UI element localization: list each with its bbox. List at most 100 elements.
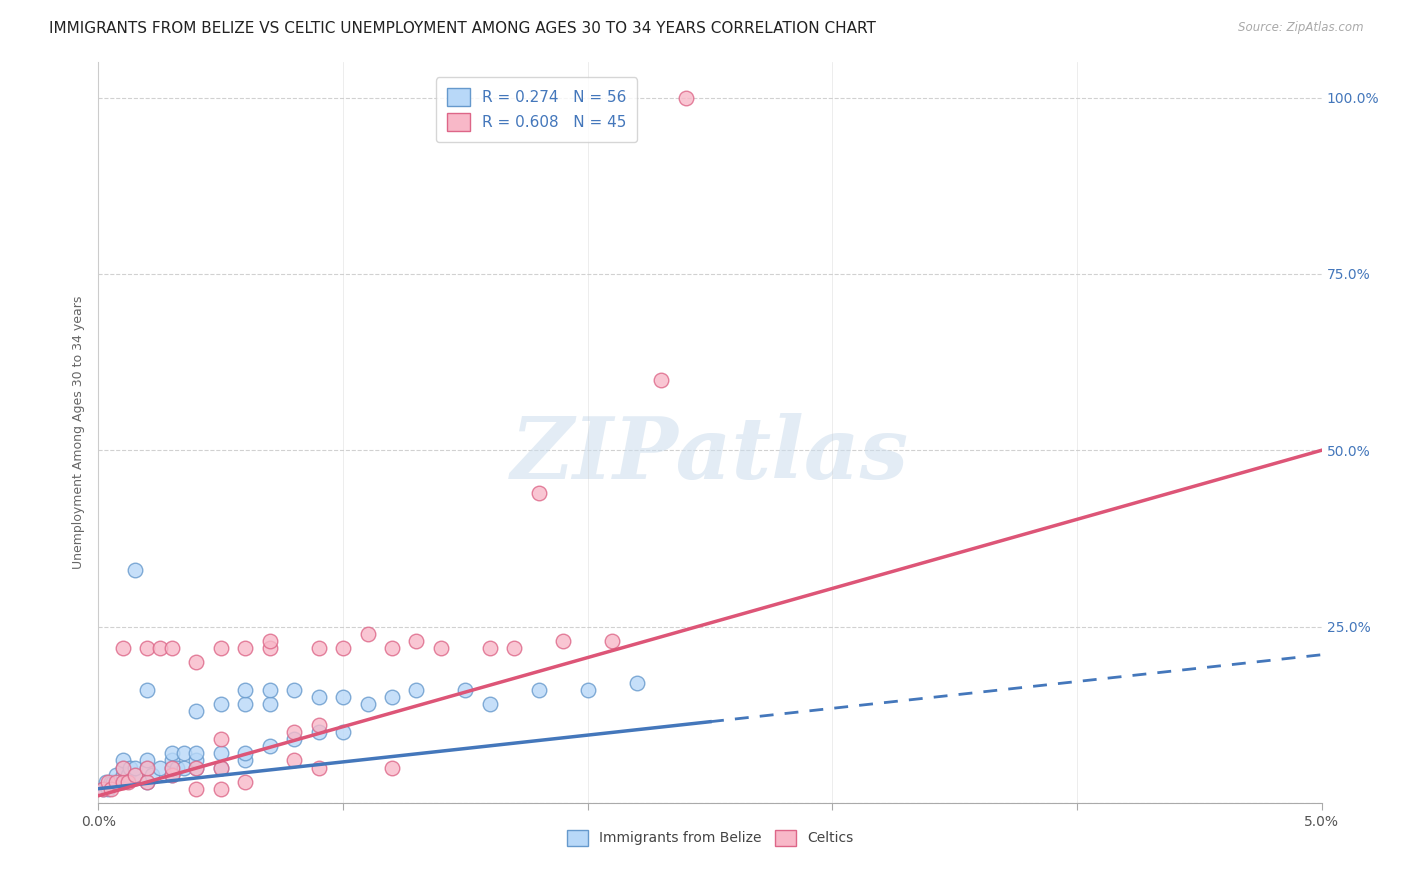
- Point: [91, 781, 114, 796]
- Text: ZIPatlas: ZIPatlas: [510, 413, 910, 497]
- Point: [149, 760, 172, 774]
- Point: [308, 640, 330, 655]
- Point: [233, 774, 256, 789]
- Point: [136, 774, 159, 789]
- Point: [259, 739, 281, 754]
- Point: [233, 640, 256, 655]
- Point: [233, 697, 256, 711]
- Point: [91, 781, 114, 796]
- Point: [209, 640, 232, 655]
- Point: [675, 91, 697, 105]
- Point: [136, 640, 159, 655]
- Point: [186, 754, 208, 768]
- Point: [527, 683, 550, 698]
- Point: [124, 760, 146, 774]
- Point: [576, 683, 599, 698]
- Point: [209, 781, 232, 796]
- Point: [186, 747, 208, 761]
- Point: [136, 760, 159, 774]
- Point: [356, 626, 378, 640]
- Point: [111, 774, 134, 789]
- Point: [111, 640, 134, 655]
- Point: [430, 640, 453, 655]
- Point: [259, 697, 281, 711]
- Point: [283, 725, 305, 739]
- Point: [283, 683, 305, 698]
- Point: [478, 697, 501, 711]
- Point: [136, 760, 159, 774]
- Point: [209, 760, 232, 774]
- Point: [308, 718, 330, 732]
- Point: [283, 754, 305, 768]
- Point: [259, 633, 281, 648]
- Point: [104, 767, 127, 781]
- Point: [104, 774, 127, 789]
- Point: [405, 683, 427, 698]
- Legend: Immigrants from Belize, Celtics: Immigrants from Belize, Celtics: [561, 824, 859, 851]
- Text: IMMIGRANTS FROM BELIZE VS CELTIC UNEMPLOYMENT AMONG AGES 30 TO 34 YEARS CORRELAT: IMMIGRANTS FROM BELIZE VS CELTIC UNEMPLO…: [49, 21, 876, 36]
- Point: [149, 640, 172, 655]
- Point: [124, 767, 146, 781]
- Point: [332, 725, 354, 739]
- Point: [107, 774, 129, 789]
- Point: [136, 754, 159, 768]
- Point: [117, 774, 139, 789]
- Point: [186, 704, 208, 718]
- Point: [356, 697, 378, 711]
- Point: [381, 640, 404, 655]
- Point: [160, 760, 183, 774]
- Point: [405, 633, 427, 648]
- Point: [233, 754, 256, 768]
- Point: [209, 732, 232, 747]
- Point: [650, 373, 672, 387]
- Text: Source: ZipAtlas.com: Source: ZipAtlas.com: [1239, 21, 1364, 34]
- Point: [97, 774, 120, 789]
- Point: [111, 767, 134, 781]
- Point: [160, 747, 183, 761]
- Point: [308, 760, 330, 774]
- Point: [308, 690, 330, 704]
- Point: [381, 760, 404, 774]
- Point: [209, 747, 232, 761]
- Point: [186, 760, 208, 774]
- Point: [332, 690, 354, 704]
- Point: [120, 760, 142, 774]
- Point: [101, 774, 124, 789]
- Point: [94, 774, 117, 789]
- Point: [283, 732, 305, 747]
- Point: [233, 747, 256, 761]
- Point: [209, 697, 232, 711]
- Point: [136, 683, 159, 698]
- Point: [173, 747, 195, 761]
- Point: [160, 767, 183, 781]
- Point: [111, 754, 134, 768]
- Point: [527, 485, 550, 500]
- Point: [233, 683, 256, 698]
- Point: [626, 676, 648, 690]
- Point: [173, 760, 195, 774]
- Point: [160, 640, 183, 655]
- Point: [209, 760, 232, 774]
- Point: [553, 633, 575, 648]
- Point: [124, 767, 146, 781]
- Point: [186, 781, 208, 796]
- Point: [141, 767, 163, 781]
- Point: [117, 767, 139, 781]
- Point: [332, 640, 354, 655]
- Point: [186, 655, 208, 669]
- Point: [111, 760, 134, 774]
- Point: [259, 640, 281, 655]
- Point: [124, 563, 146, 577]
- Point: [259, 683, 281, 698]
- Point: [100, 781, 122, 796]
- Point: [166, 760, 188, 774]
- Y-axis label: Unemployment Among Ages 30 to 34 years: Unemployment Among Ages 30 to 34 years: [72, 296, 86, 569]
- Point: [160, 754, 183, 768]
- Point: [100, 774, 122, 789]
- Point: [478, 640, 501, 655]
- Point: [111, 760, 134, 774]
- Point: [503, 640, 526, 655]
- Point: [186, 760, 208, 774]
- Point: [97, 781, 120, 796]
- Point: [160, 767, 183, 781]
